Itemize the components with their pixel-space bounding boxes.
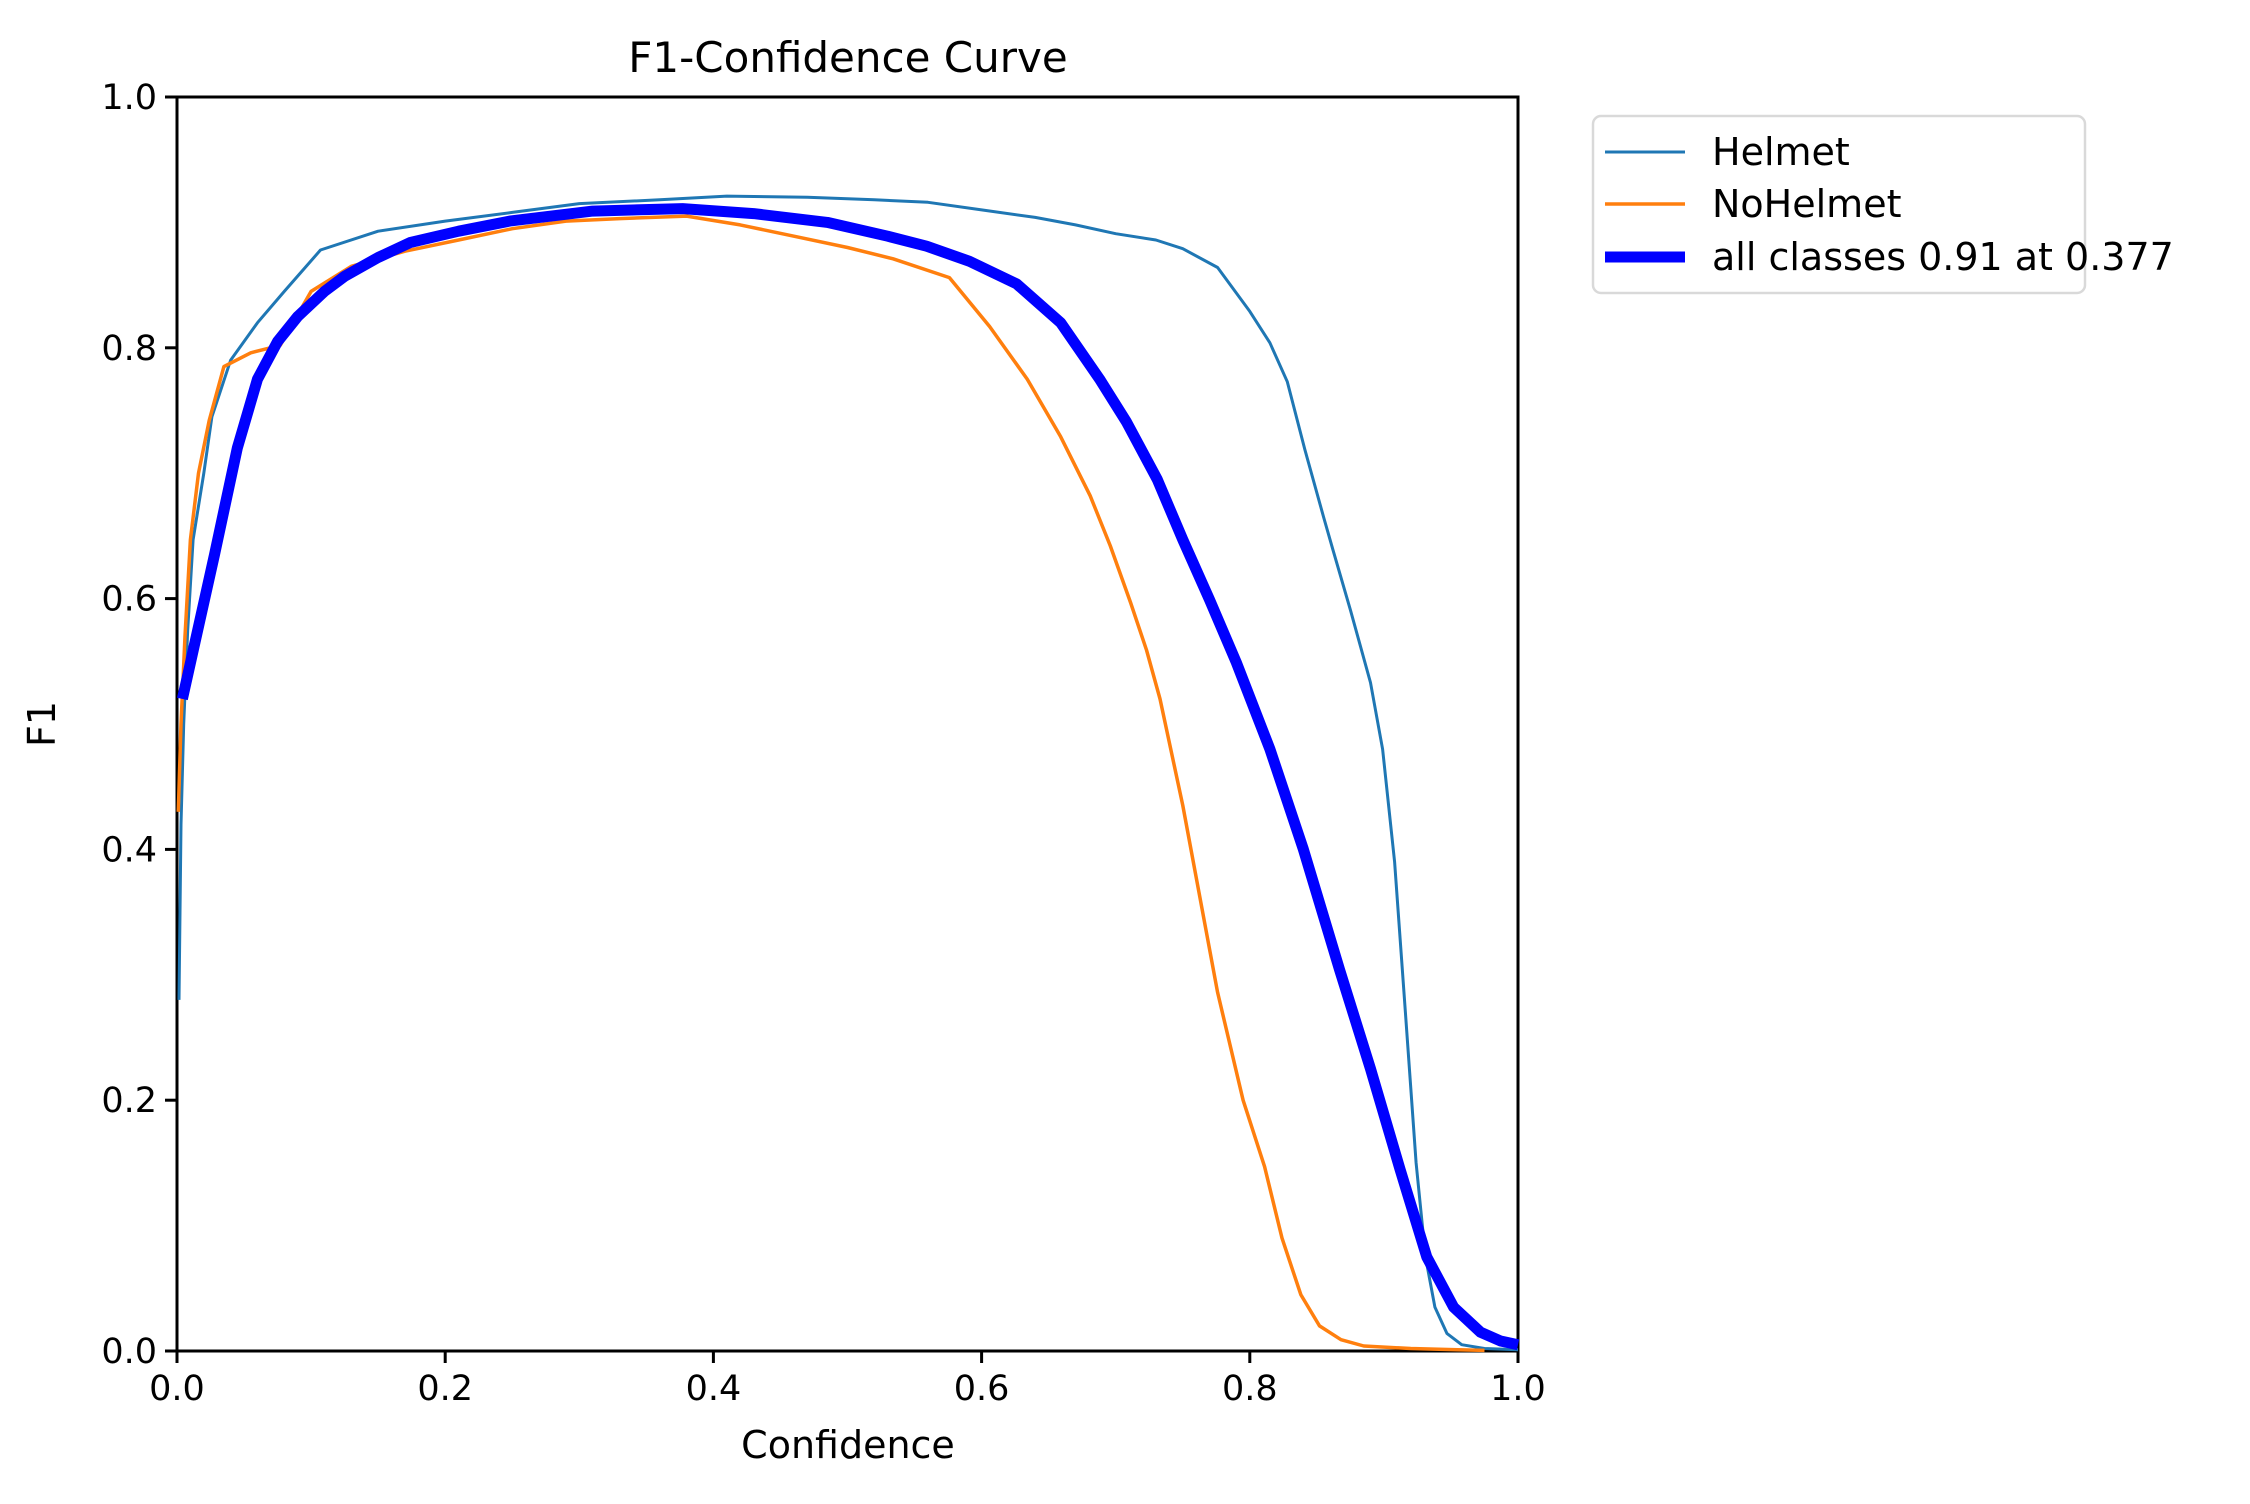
legend-label-nohelmet: NoHelmet xyxy=(1712,182,1901,226)
y-tick-label: 0.8 xyxy=(101,329,157,369)
chart-title: F1-Confidence Curve xyxy=(628,33,1067,82)
y-tick-label: 0.4 xyxy=(101,830,157,870)
x-axis-label: Confidence xyxy=(741,1423,955,1467)
legend-label-all-classes: all classes 0.91 at 0.377 xyxy=(1712,235,2174,279)
y-tick-label: 1.0 xyxy=(101,78,157,118)
legend-label-helmet: Helmet xyxy=(1712,130,1850,174)
y-axis-ticks: 0.0 0.2 0.4 0.6 0.8 1.0 xyxy=(101,78,177,1372)
x-axis-ticks: 0.0 0.2 0.4 0.6 0.8 1.0 xyxy=(149,1351,1546,1409)
curve-nohelmet xyxy=(176,214,1485,1353)
curve-all-classes xyxy=(177,203,1520,1351)
y-axis-label: F1 xyxy=(20,701,64,747)
y-tick-label: 0.2 xyxy=(101,1081,157,1121)
curve-helmet xyxy=(177,194,1519,1352)
x-tick-label: 0.4 xyxy=(686,1369,742,1409)
y-tick-label: 0.6 xyxy=(101,580,157,620)
x-tick-label: 0.0 xyxy=(149,1369,205,1409)
plot-frame xyxy=(175,95,1520,1353)
curves xyxy=(176,194,1520,1353)
x-tick-label: 0.6 xyxy=(954,1369,1010,1409)
x-tick-label: 1.0 xyxy=(1490,1369,1546,1409)
x-tick-label: 0.8 xyxy=(1222,1369,1278,1409)
legend-box xyxy=(1591,114,2087,295)
x-tick-label: 0.2 xyxy=(417,1369,473,1409)
legend: Helmet NoHelmet all classes 0.91 at 0.377 xyxy=(1591,114,2174,295)
y-tick-label: 0.0 xyxy=(101,1332,157,1372)
legend-entries: Helmet NoHelmet all classes 0.91 at 0.377 xyxy=(1605,130,2174,279)
